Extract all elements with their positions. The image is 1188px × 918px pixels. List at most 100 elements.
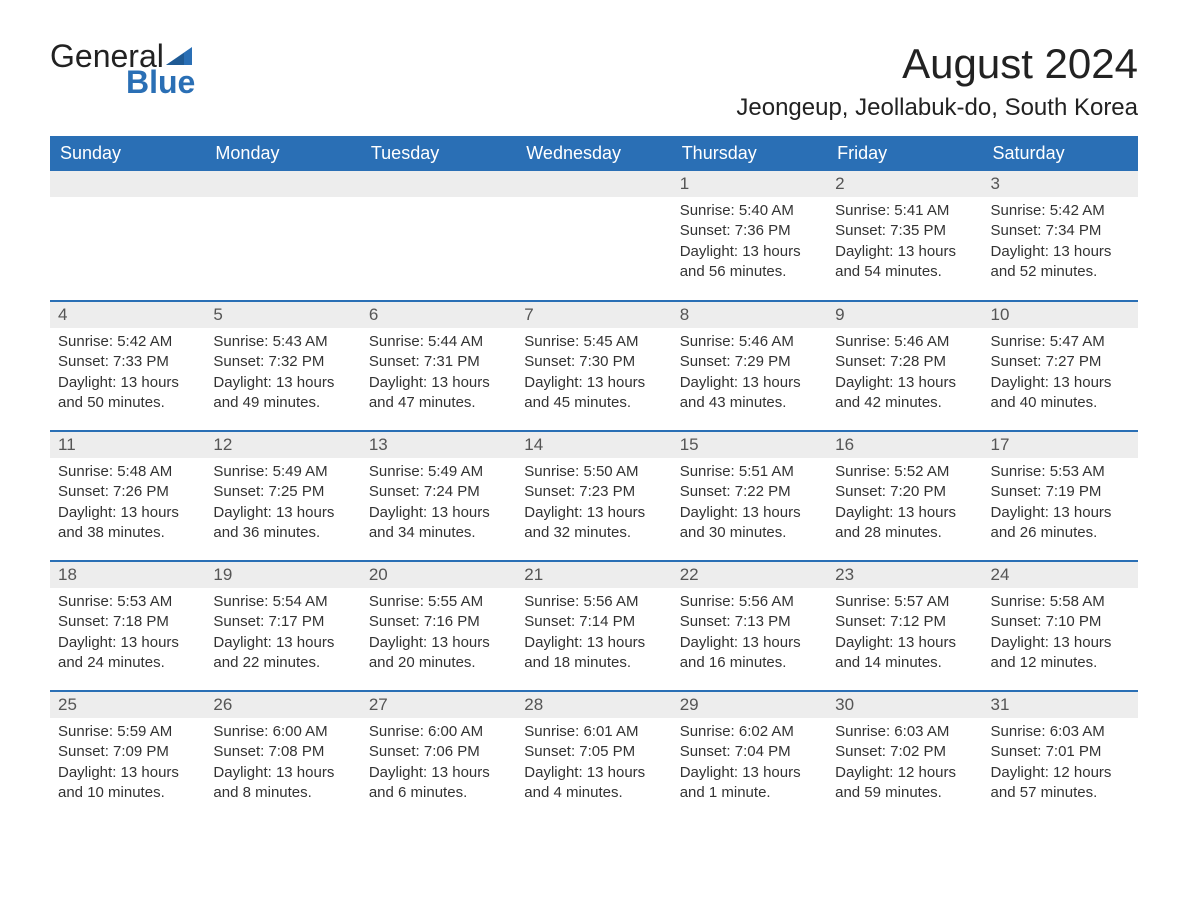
day-body: Sunrise: 5:52 AMSunset: 7:20 PMDaylight:… — [827, 458, 982, 549]
day-number: 19 — [205, 562, 360, 588]
day-body: Sunrise: 5:42 AMSunset: 7:33 PMDaylight:… — [50, 328, 205, 419]
sunset-text: Sunset: 7:05 PM — [524, 742, 663, 762]
daylight-text: Daylight: 13 hours and 4 minutes. — [524, 763, 663, 804]
day-body: Sunrise: 6:01 AMSunset: 7:05 PMDaylight:… — [516, 718, 671, 809]
daylight-text: Daylight: 13 hours and 50 minutes. — [58, 373, 197, 414]
calendar-cell: 19Sunrise: 5:54 AMSunset: 7:17 PMDayligh… — [205, 561, 360, 691]
daylight-text: Daylight: 13 hours and 18 minutes. — [524, 633, 663, 674]
calendar-cell: 18Sunrise: 5:53 AMSunset: 7:18 PMDayligh… — [50, 561, 205, 691]
day-body: Sunrise: 5:56 AMSunset: 7:13 PMDaylight:… — [672, 588, 827, 679]
sunrise-text: Sunrise: 5:58 AM — [991, 592, 1130, 612]
day-number: 1 — [672, 171, 827, 197]
sunrise-text: Sunrise: 5:51 AM — [680, 462, 819, 482]
day-body: Sunrise: 5:54 AMSunset: 7:17 PMDaylight:… — [205, 588, 360, 679]
daylight-text: Daylight: 12 hours and 59 minutes. — [835, 763, 974, 804]
sunrise-text: Sunrise: 5:46 AM — [835, 332, 974, 352]
sunrise-text: Sunrise: 5:57 AM — [835, 592, 974, 612]
sunrise-text: Sunrise: 5:44 AM — [369, 332, 508, 352]
day-number: 24 — [983, 562, 1138, 588]
logo-triangle-icon — [166, 47, 192, 65]
sunrise-text: Sunrise: 5:53 AM — [991, 462, 1130, 482]
sunset-text: Sunset: 7:14 PM — [524, 612, 663, 632]
column-header: Wednesday — [516, 136, 671, 171]
column-header: Thursday — [672, 136, 827, 171]
day-number: 13 — [361, 432, 516, 458]
day-number — [50, 171, 205, 197]
daylight-text: Daylight: 13 hours and 30 minutes. — [680, 503, 819, 544]
day-body: Sunrise: 6:00 AMSunset: 7:06 PMDaylight:… — [361, 718, 516, 809]
column-header: Friday — [827, 136, 982, 171]
calendar-cell: 28Sunrise: 6:01 AMSunset: 7:05 PMDayligh… — [516, 691, 671, 821]
day-number: 31 — [983, 692, 1138, 718]
sunset-text: Sunset: 7:18 PM — [58, 612, 197, 632]
sunrise-text: Sunrise: 5:50 AM — [524, 462, 663, 482]
calendar-cell — [516, 171, 671, 301]
sunset-text: Sunset: 7:23 PM — [524, 482, 663, 502]
day-body: Sunrise: 5:42 AMSunset: 7:34 PMDaylight:… — [983, 197, 1138, 288]
daylight-text: Daylight: 13 hours and 1 minute. — [680, 763, 819, 804]
daylight-text: Daylight: 13 hours and 45 minutes. — [524, 373, 663, 414]
day-number: 9 — [827, 302, 982, 328]
calendar-cell: 3Sunrise: 5:42 AMSunset: 7:34 PMDaylight… — [983, 171, 1138, 301]
sunrise-text: Sunrise: 5:47 AM — [991, 332, 1130, 352]
calendar-cell: 8Sunrise: 5:46 AMSunset: 7:29 PMDaylight… — [672, 301, 827, 431]
calendar-week-row: 1Sunrise: 5:40 AMSunset: 7:36 PMDaylight… — [50, 171, 1138, 301]
sunrise-text: Sunrise: 5:40 AM — [680, 201, 819, 221]
calendar-cell: 5Sunrise: 5:43 AMSunset: 7:32 PMDaylight… — [205, 301, 360, 431]
day-body: Sunrise: 5:56 AMSunset: 7:14 PMDaylight:… — [516, 588, 671, 679]
sunset-text: Sunset: 7:27 PM — [991, 352, 1130, 372]
daylight-text: Daylight: 13 hours and 6 minutes. — [369, 763, 508, 804]
sunset-text: Sunset: 7:33 PM — [58, 352, 197, 372]
sunset-text: Sunset: 7:28 PM — [835, 352, 974, 372]
sunset-text: Sunset: 7:22 PM — [680, 482, 819, 502]
day-body: Sunrise: 5:49 AMSunset: 7:24 PMDaylight:… — [361, 458, 516, 549]
sunset-text: Sunset: 7:06 PM — [369, 742, 508, 762]
day-number: 28 — [516, 692, 671, 718]
day-number: 18 — [50, 562, 205, 588]
day-body: Sunrise: 5:46 AMSunset: 7:28 PMDaylight:… — [827, 328, 982, 419]
day-number: 8 — [672, 302, 827, 328]
day-number: 7 — [516, 302, 671, 328]
daylight-text: Daylight: 13 hours and 52 minutes. — [991, 242, 1130, 283]
sunrise-text: Sunrise: 5:45 AM — [524, 332, 663, 352]
calendar-cell — [361, 171, 516, 301]
sunset-text: Sunset: 7:30 PM — [524, 352, 663, 372]
day-number: 10 — [983, 302, 1138, 328]
day-number: 6 — [361, 302, 516, 328]
calendar-cell: 27Sunrise: 6:00 AMSunset: 7:06 PMDayligh… — [361, 691, 516, 821]
sunset-text: Sunset: 7:17 PM — [213, 612, 352, 632]
day-body: Sunrise: 5:53 AMSunset: 7:18 PMDaylight:… — [50, 588, 205, 679]
daylight-text: Daylight: 13 hours and 54 minutes. — [835, 242, 974, 283]
sunset-text: Sunset: 7:12 PM — [835, 612, 974, 632]
sunset-text: Sunset: 7:13 PM — [680, 612, 819, 632]
calendar-cell: 13Sunrise: 5:49 AMSunset: 7:24 PMDayligh… — [361, 431, 516, 561]
sunset-text: Sunset: 7:31 PM — [369, 352, 508, 372]
daylight-text: Daylight: 13 hours and 28 minutes. — [835, 503, 974, 544]
calendar-cell: 14Sunrise: 5:50 AMSunset: 7:23 PMDayligh… — [516, 431, 671, 561]
calendar-header-row: SundayMondayTuesdayWednesdayThursdayFrid… — [50, 136, 1138, 171]
day-number: 26 — [205, 692, 360, 718]
day-body: Sunrise: 5:59 AMSunset: 7:09 PMDaylight:… — [50, 718, 205, 809]
daylight-text: Daylight: 13 hours and 43 minutes. — [680, 373, 819, 414]
daylight-text: Daylight: 13 hours and 22 minutes. — [213, 633, 352, 674]
sunrise-text: Sunrise: 5:53 AM — [58, 592, 197, 612]
calendar-cell: 23Sunrise: 5:57 AMSunset: 7:12 PMDayligh… — [827, 561, 982, 691]
calendar-cell: 2Sunrise: 5:41 AMSunset: 7:35 PMDaylight… — [827, 171, 982, 301]
sunrise-text: Sunrise: 6:02 AM — [680, 722, 819, 742]
daylight-text: Daylight: 13 hours and 49 minutes. — [213, 373, 352, 414]
day-number: 20 — [361, 562, 516, 588]
day-number: 29 — [672, 692, 827, 718]
calendar-cell: 21Sunrise: 5:56 AMSunset: 7:14 PMDayligh… — [516, 561, 671, 691]
calendar-cell: 10Sunrise: 5:47 AMSunset: 7:27 PMDayligh… — [983, 301, 1138, 431]
daylight-text: Daylight: 13 hours and 42 minutes. — [835, 373, 974, 414]
calendar-cell — [205, 171, 360, 301]
daylight-text: Daylight: 13 hours and 38 minutes. — [58, 503, 197, 544]
day-number — [516, 171, 671, 197]
column-header: Saturday — [983, 136, 1138, 171]
day-number: 3 — [983, 171, 1138, 197]
calendar-cell: 15Sunrise: 5:51 AMSunset: 7:22 PMDayligh… — [672, 431, 827, 561]
calendar-cell: 17Sunrise: 5:53 AMSunset: 7:19 PMDayligh… — [983, 431, 1138, 561]
day-body: Sunrise: 5:57 AMSunset: 7:12 PMDaylight:… — [827, 588, 982, 679]
day-number: 30 — [827, 692, 982, 718]
calendar-cell: 12Sunrise: 5:49 AMSunset: 7:25 PMDayligh… — [205, 431, 360, 561]
